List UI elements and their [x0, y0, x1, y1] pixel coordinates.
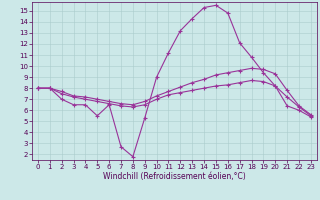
X-axis label: Windchill (Refroidissement éolien,°C): Windchill (Refroidissement éolien,°C) — [103, 172, 246, 181]
